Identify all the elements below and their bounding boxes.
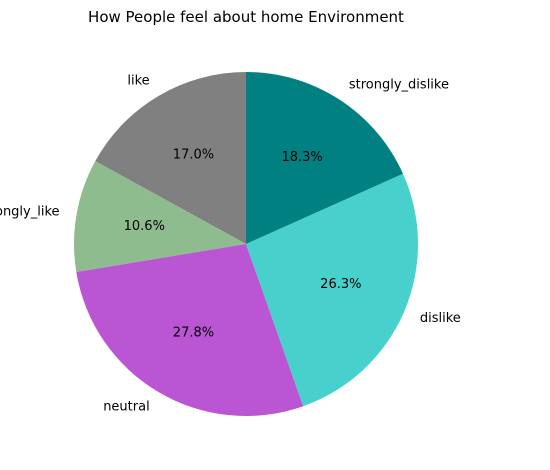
pie-slice-strongly-dislike bbox=[246, 72, 403, 244]
slice-label-like: like bbox=[127, 74, 149, 89]
slice-label-strongly-like: strongly_like bbox=[0, 205, 60, 220]
pie-slice-neutral bbox=[76, 244, 304, 416]
pie-slice-strongly-like bbox=[73, 161, 246, 272]
slice-label-strongly-dislike: strongly_dislike bbox=[349, 78, 449, 93]
slice-percent-like: 17.0% bbox=[173, 148, 214, 163]
chart-title: How People feel about home Environment bbox=[88, 8, 404, 26]
pie-labels: like 17.0% strongly_like 10.6% neutral 27.8% d… bbox=[0, 74, 461, 415]
slice-percent-strongly-dislike: 18.3% bbox=[281, 150, 322, 165]
slice-label-dislike: dislike bbox=[420, 311, 461, 326]
pie-slice-dislike bbox=[246, 173, 418, 407]
slice-percent-neutral: 27.8% bbox=[173, 325, 214, 340]
slice-percent-strongly-like: 10.6% bbox=[124, 219, 165, 234]
slice-label-neutral: neutral bbox=[103, 399, 150, 414]
pie-slice-like bbox=[95, 72, 246, 244]
pie-slices bbox=[73, 72, 418, 416]
slice-percent-dislike: 26.3% bbox=[320, 277, 361, 292]
